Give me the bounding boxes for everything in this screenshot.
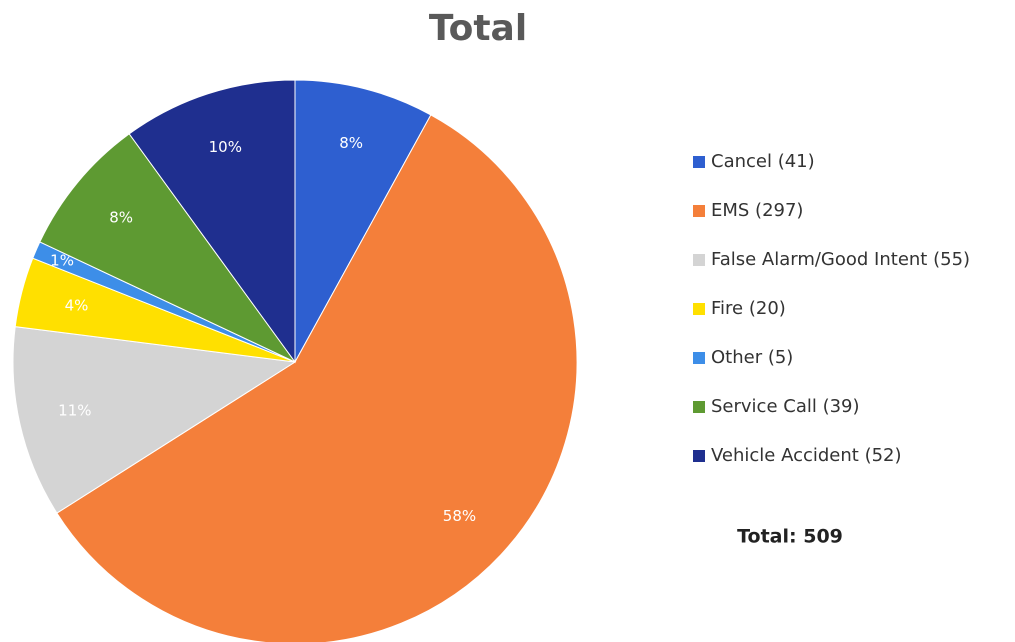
slice-label: 11%	[58, 402, 91, 420]
legend-swatch	[693, 450, 705, 462]
legend-swatch	[693, 205, 705, 217]
chart-title: Total	[429, 8, 527, 49]
pie-slice	[294, 79, 432, 363]
pie-slice	[56, 114, 578, 642]
total-annotation: Total: 509	[737, 526, 843, 548]
pie-slice	[128, 79, 296, 364]
legend-label: False Alarm/Good Intent (55)	[711, 249, 970, 270]
slice-label: 1%	[50, 252, 74, 270]
slice-label: 4%	[65, 296, 89, 314]
legend-label: Vehicle Accident (52)	[711, 445, 902, 466]
legend-label: EMS (297)	[711, 200, 803, 221]
legend-label: Fire (20)	[711, 298, 786, 319]
legend-label: Other (5)	[711, 347, 793, 368]
legend-swatch	[693, 401, 705, 413]
legend-swatch	[693, 254, 705, 266]
legend-label: Cancel (41)	[711, 151, 815, 172]
pie-slice	[39, 133, 296, 363]
legend-swatch	[693, 156, 705, 168]
legend-swatch	[693, 303, 705, 315]
legend-swatch	[693, 352, 705, 364]
pie-slice	[12, 326, 297, 514]
slice-label: 8%	[109, 209, 133, 227]
slice-label: 10%	[209, 138, 242, 156]
legend-label: Service Call (39)	[711, 396, 860, 417]
slice-label: 58%	[443, 507, 476, 525]
slice-label: 8%	[339, 134, 363, 152]
